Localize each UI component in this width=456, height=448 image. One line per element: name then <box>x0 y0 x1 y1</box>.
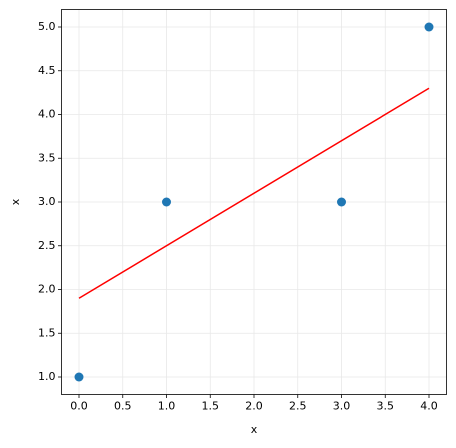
x-tick-label: 2.0 <box>245 400 263 413</box>
y-tick-label: 2.0 <box>38 283 56 296</box>
y-tick-label: 1.0 <box>38 370 56 383</box>
y-tick-label: 4.5 <box>38 64 56 77</box>
y-tick-label: 1.5 <box>38 326 56 339</box>
y-tick-label: 3.0 <box>38 195 56 208</box>
plot-frame <box>61 9 447 395</box>
x-tick-label: 1.0 <box>158 400 176 413</box>
point <box>162 197 171 207</box>
x-tick-label: 2.5 <box>289 400 307 413</box>
x-tick-label: 3.0 <box>333 400 351 413</box>
point <box>74 372 84 382</box>
fit-line <box>78 87 430 299</box>
x-tick-label: 1.5 <box>202 400 220 413</box>
y-tick-label: 3.5 <box>38 151 56 164</box>
x-tick-label: 0.5 <box>114 400 132 413</box>
x-tick-label: 3.5 <box>377 400 395 413</box>
x-tick-label: 0.0 <box>70 400 88 413</box>
point <box>337 197 346 207</box>
y-axis-label: x <box>9 198 22 205</box>
y-tick-label: 2.5 <box>38 239 56 252</box>
x-tick-label: 4.0 <box>420 400 438 413</box>
point <box>424 22 434 32</box>
y-tick-label: 5.0 <box>38 20 56 33</box>
x-axis-label: x <box>251 423 258 436</box>
y-tick-label: 4.0 <box>38 108 56 121</box>
